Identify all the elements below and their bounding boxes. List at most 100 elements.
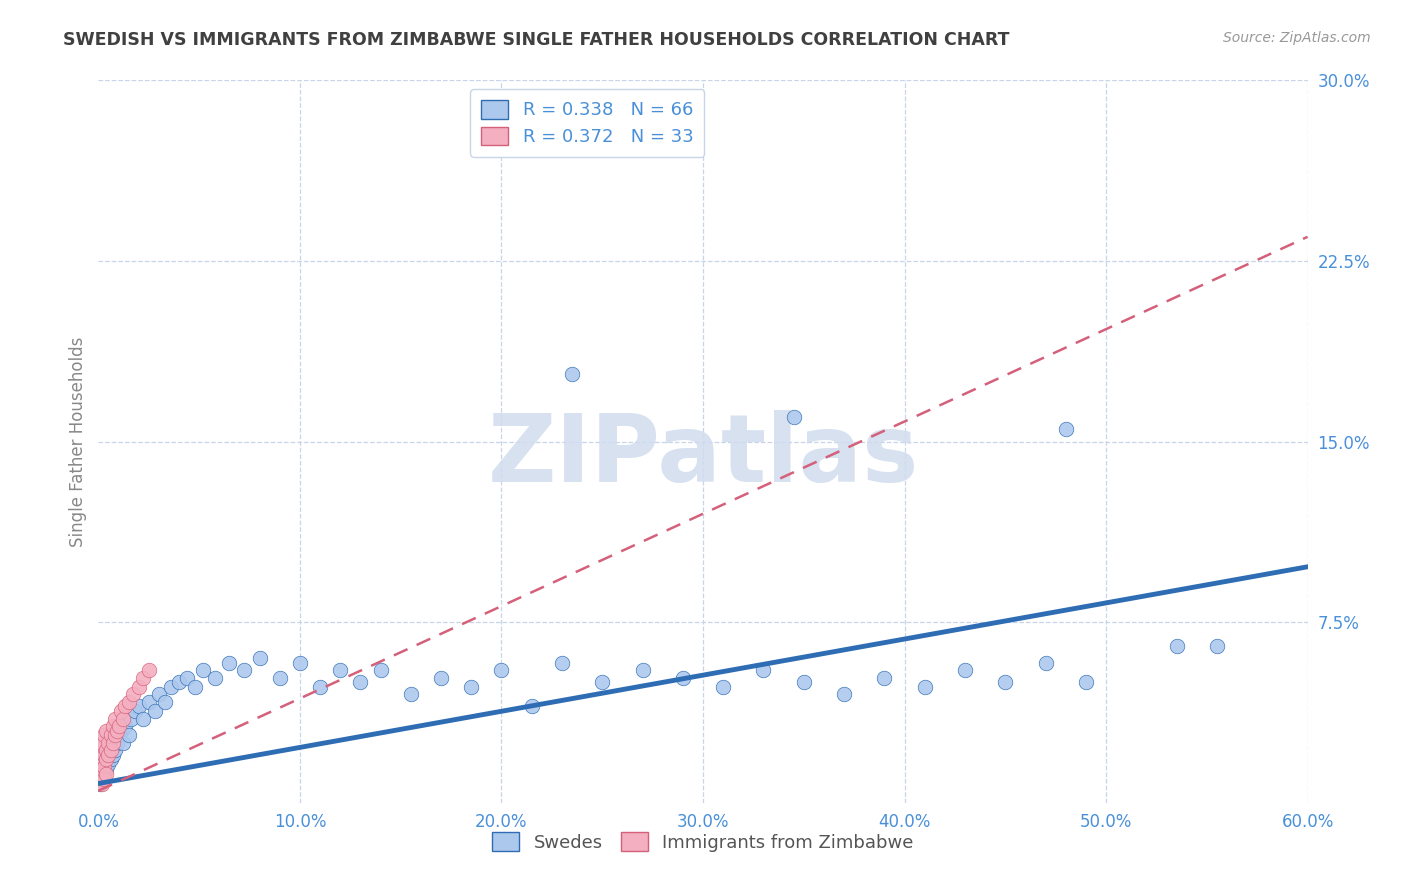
Point [93,752,115,766]
Point [953,664,976,678]
Point [89,772,111,786]
Point [148,687,170,701]
Point [672,671,695,685]
Point [176,671,198,685]
Point [100,728,122,742]
Point [520,699,543,714]
Point [232,664,254,678]
Point [111,712,134,726]
Y-axis label: Single Father Households: Single Father Households [69,336,87,547]
Point [138,695,160,709]
Point [430,671,453,685]
Point [105,723,128,738]
Point [914,680,936,694]
Point [118,728,141,742]
Point [103,712,125,726]
Point [111,735,134,749]
Point [89,776,111,790]
Point [93,747,115,762]
Point [96,752,118,766]
Point [110,723,132,738]
Point [91,752,114,766]
Point [89,743,111,757]
Point [107,728,129,742]
Point [329,664,352,678]
Point [93,767,115,781]
Text: Source: ZipAtlas.com: Source: ZipAtlas.com [1223,31,1371,45]
Point [101,735,124,749]
Point [96,723,118,738]
Point [107,719,129,733]
Point [153,695,176,709]
Point [1074,675,1097,690]
Point [97,757,120,772]
Point [100,752,122,766]
Point [1035,656,1057,670]
Point [204,671,226,685]
Point [118,695,141,709]
Point [143,704,166,718]
Point [309,680,332,694]
Point [91,760,114,774]
Text: ZIPatlas: ZIPatlas [488,410,918,502]
Point [132,712,155,726]
Point [752,664,775,678]
Text: SWEDISH VS IMMIGRANTS FROM ZIMBABWE SINGLE FATHER HOUSEHOLDS CORRELATION CHART: SWEDISH VS IMMIGRANTS FROM ZIMBABWE SING… [63,31,1010,49]
Point [460,680,482,694]
Point [103,728,125,742]
Point [121,687,143,701]
Point [160,680,183,694]
Point [783,410,806,425]
Point [994,675,1017,690]
Point [97,735,120,749]
Point [167,675,190,690]
Point [93,728,115,742]
Point [89,760,111,774]
Point [349,675,371,690]
Point [631,664,654,678]
Point [399,687,422,701]
Point [96,743,118,757]
Point [832,687,855,701]
Point [114,699,136,714]
Point [103,743,125,757]
Point [288,656,311,670]
Point [101,719,124,733]
Point [491,664,513,678]
Point [1166,639,1188,653]
Point [1206,639,1229,653]
Legend: Swedes, Immigrants from Zimbabwe: Swedes, Immigrants from Zimbabwe [485,825,921,859]
Point [91,772,114,786]
Point [551,656,574,670]
Point [96,762,118,776]
Point [138,664,160,678]
Point [96,747,118,762]
Point [97,747,120,762]
Point [128,699,150,714]
Point [711,680,734,694]
Point [96,767,118,781]
Point [105,735,128,749]
Point [101,747,124,762]
Point [114,719,136,733]
Point [873,671,896,685]
Point [184,680,207,694]
Point [561,367,583,381]
Point [124,704,146,718]
Point [93,760,115,774]
Point [93,772,115,786]
Point [132,671,155,685]
Point [91,776,114,790]
Point [793,675,815,690]
Point [128,680,150,694]
Point [89,767,111,781]
Point [1054,422,1077,436]
Point [370,664,392,678]
Point [249,651,271,665]
Point [110,704,132,718]
Point [97,743,120,757]
Point [120,712,142,726]
Point [193,664,215,678]
Point [591,675,613,690]
Point [269,671,291,685]
